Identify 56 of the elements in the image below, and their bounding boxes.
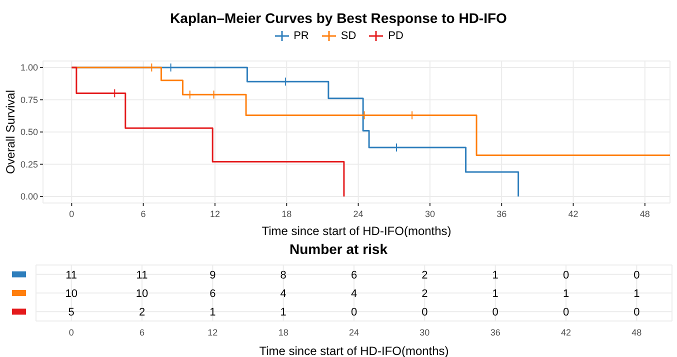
y-tick-label: 0.25	[20, 159, 38, 170]
data-label: 10	[136, 288, 148, 300]
data-label: 0	[350, 306, 358, 319]
data-label: 0	[492, 306, 498, 319]
x-tick-label: 30	[424, 209, 435, 219]
y-tick-label: 0.00	[20, 192, 38, 202]
data-label: 8	[280, 269, 286, 282]
data-label: 4	[350, 288, 358, 300]
data-label: 2	[422, 269, 428, 282]
x-tick-label: 42	[568, 209, 578, 219]
legend-label: PD	[388, 30, 404, 42]
data-label: 10	[65, 288, 78, 300]
data-label: 0	[562, 269, 570, 282]
x-tick-label: 0	[69, 209, 74, 219]
data-label: 1	[492, 269, 498, 282]
data-label: 0	[562, 306, 570, 319]
data-label: 0	[634, 306, 640, 319]
data-label: 1	[492, 288, 498, 300]
data-label: 2	[422, 288, 428, 300]
x-tick-label: 24	[353, 209, 364, 219]
x-tick-label: 24	[348, 327, 360, 338]
x-tick-label: 18	[278, 327, 288, 338]
x-tick-label: 42	[560, 327, 572, 338]
x-tick-label: 6	[139, 327, 145, 338]
legend-label: PR	[294, 30, 309, 42]
y-tick-label: 1.00	[20, 62, 38, 73]
x-tick-label: 36	[496, 209, 507, 219]
x-tick-label: 48	[640, 209, 650, 219]
x-tick-label: 30	[420, 327, 430, 338]
data-label: 11	[66, 269, 78, 282]
data-label: 2	[138, 306, 146, 319]
x-tick-label: 48	[632, 327, 642, 338]
x-tick-label: 6	[140, 209, 146, 219]
x-tick-label: 12	[208, 327, 218, 338]
data-label: 1	[280, 306, 286, 319]
data-label: 5	[68, 306, 74, 319]
y-tick-label: 0.50	[20, 127, 38, 138]
x-tick-label: 12	[210, 209, 220, 219]
data-label: 6	[210, 288, 216, 300]
y-tick-label: 0.75	[20, 94, 38, 105]
x-tick-label: 18	[282, 209, 292, 219]
data-label: 11	[136, 269, 148, 282]
x-tick-label: 36	[490, 327, 500, 338]
chart-title: Number at risk	[288, 241, 389, 257]
y-axis-title: Overall Survival	[3, 90, 18, 174]
data-label: 4	[280, 288, 286, 300]
chart-title: Kaplan–Meier Curves by Best Response to HD-IFO	[169, 10, 508, 26]
data-label: 9	[210, 269, 216, 282]
legend-label: SD	[340, 30, 356, 42]
data-label: 0	[634, 269, 640, 282]
data-label: 0	[422, 306, 428, 319]
data-label: 1	[562, 288, 570, 300]
data-label: 1	[634, 288, 640, 300]
data-label: 6	[350, 269, 358, 282]
data-label: 1	[210, 306, 216, 319]
x-tick-label: 0	[68, 327, 74, 338]
